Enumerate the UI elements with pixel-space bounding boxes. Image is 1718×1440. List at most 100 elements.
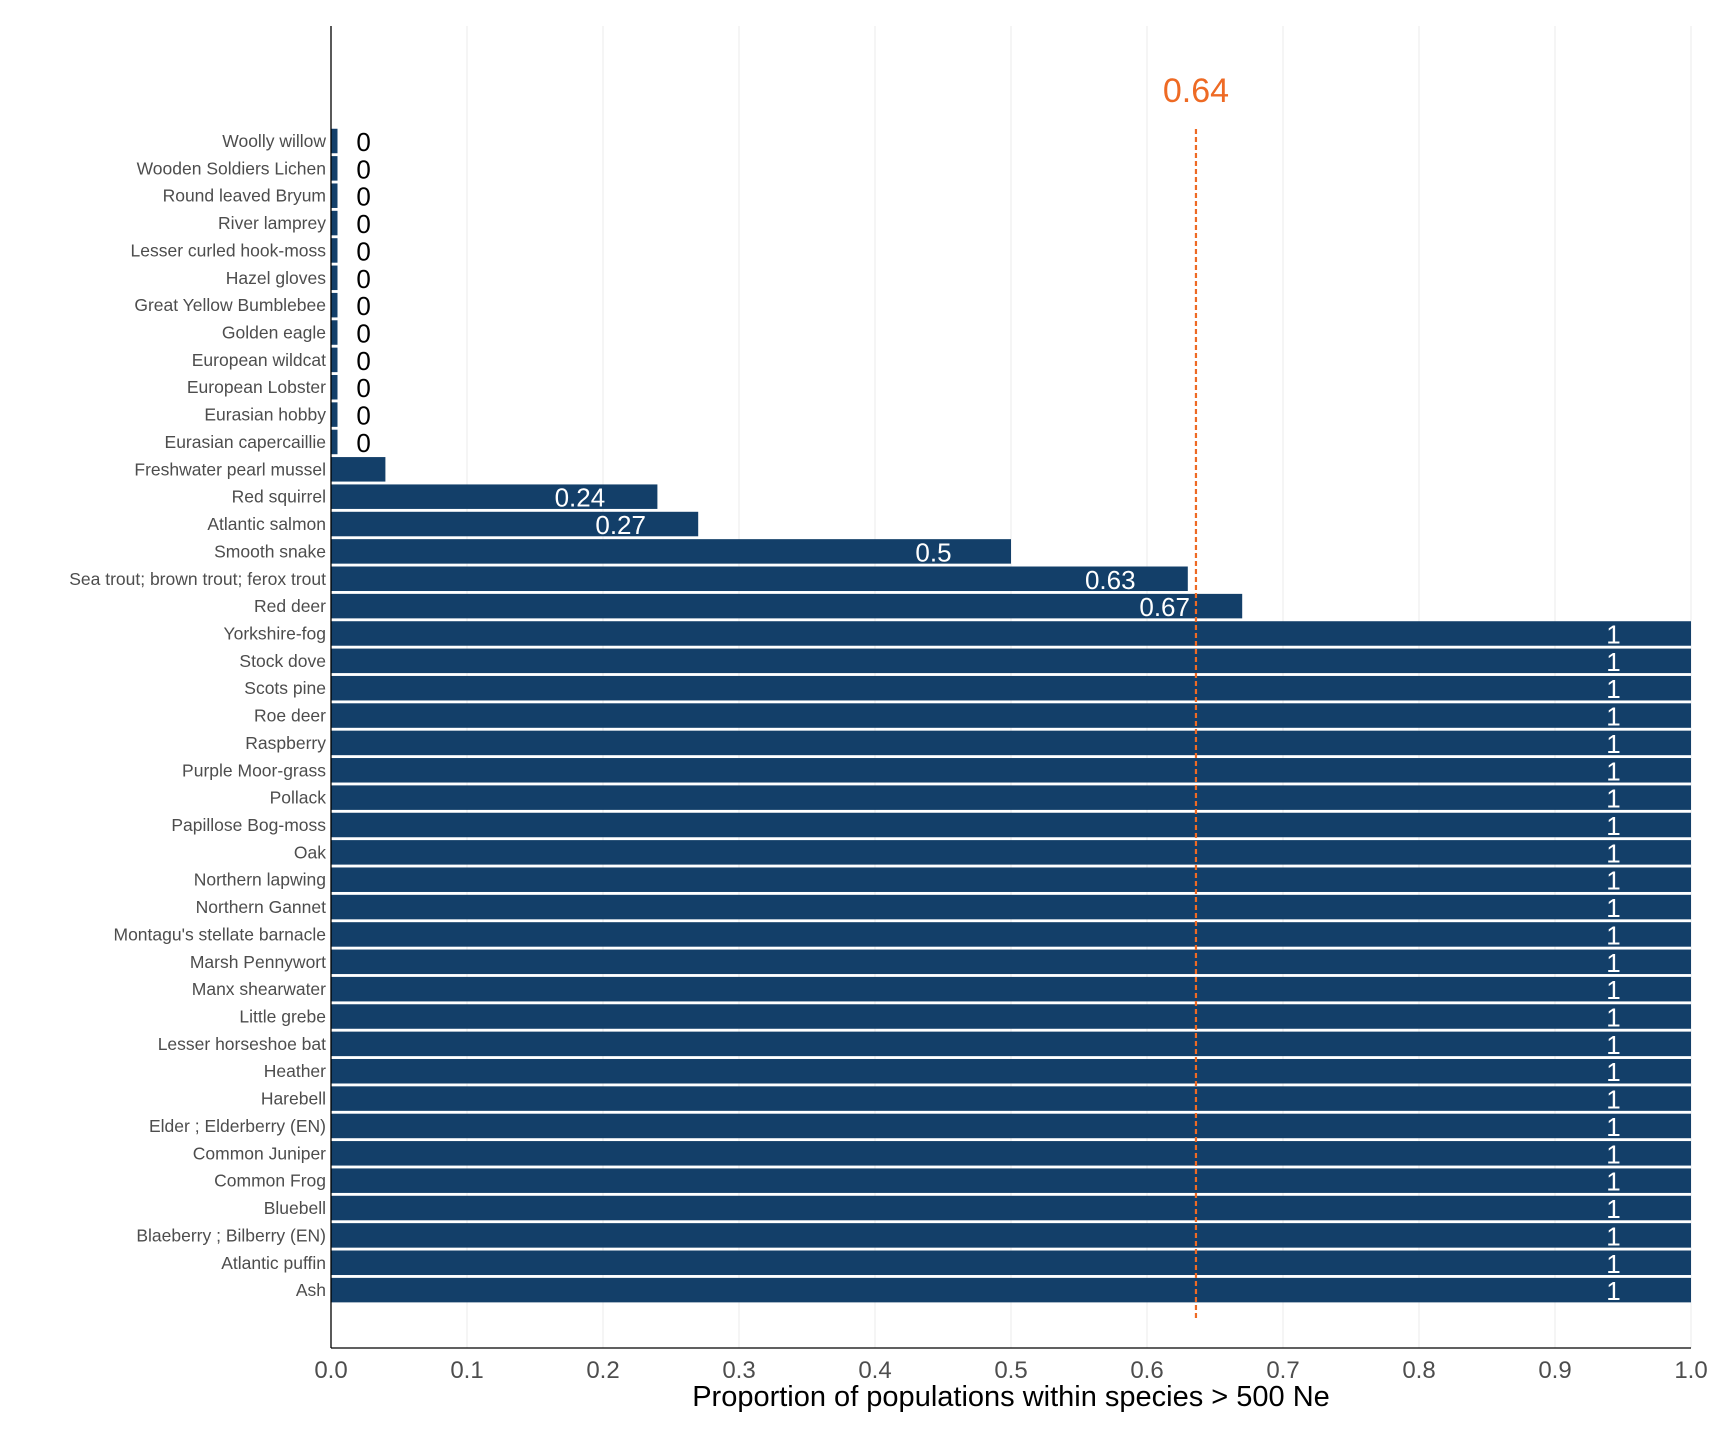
- value-label: 0: [356, 182, 370, 212]
- category-label: Marsh Pennywort: [190, 952, 326, 972]
- category-label: Red squirrel: [232, 487, 326, 507]
- category-label: Purple Moor-grass: [182, 760, 326, 780]
- category-label: Northern lapwing: [194, 870, 326, 890]
- category-label: Scots pine: [244, 678, 326, 698]
- x-tick-label: 0.8: [1402, 1357, 1435, 1384]
- bar: [331, 976, 1691, 1002]
- bar: [331, 265, 338, 291]
- category-label: Common Frog: [214, 1171, 326, 1191]
- bar: [331, 566, 1188, 592]
- category-label: Round leaved Bryum: [163, 186, 326, 206]
- value-label: 0.67: [1139, 592, 1190, 622]
- bar: [331, 1277, 1691, 1303]
- value-label: 1: [1606, 1139, 1620, 1169]
- value-label: 0: [356, 401, 370, 431]
- reference-line-group: 0.64: [1163, 72, 1229, 1318]
- category-label: Elder ; Elderberry (EN): [149, 1116, 326, 1136]
- category-label: River lamprey: [218, 213, 326, 233]
- category-label: Roe deer: [254, 706, 326, 726]
- category-label: Lesser horseshoe bat: [158, 1034, 326, 1054]
- bar: [331, 457, 386, 482]
- category-label: Smooth snake: [214, 541, 326, 561]
- category-label: Lesser curled hook-moss: [131, 240, 327, 260]
- x-tick-label: 0.0: [314, 1357, 347, 1384]
- category-label: Blaeberry ; Bilberry (EN): [136, 1225, 326, 1245]
- value-label: 1: [1606, 784, 1620, 814]
- category-label: Eurasian hobby: [204, 405, 326, 425]
- bar: [331, 484, 658, 509]
- bar: [331, 785, 1691, 810]
- x-tick-label: 0.3: [722, 1357, 755, 1384]
- bar: [331, 1031, 1691, 1057]
- bar: [331, 210, 338, 236]
- bar: [331, 1195, 1691, 1221]
- value-label: 0: [356, 264, 370, 294]
- x-tick-label: 0.6: [1130, 1357, 1163, 1384]
- category-label: Woolly willow: [222, 131, 326, 151]
- bar: [331, 238, 338, 263]
- bar: [331, 320, 338, 345]
- value-label: 1: [1606, 975, 1620, 1005]
- value-label: 1: [1606, 729, 1620, 759]
- bar: [331, 812, 1691, 838]
- category-label: Manx shearwater: [192, 979, 326, 999]
- bar: [331, 1168, 1691, 1193]
- value-label: 1: [1606, 1112, 1620, 1142]
- x-tick-label: 0.1: [450, 1357, 483, 1384]
- category-label: Golden eagle: [222, 323, 326, 343]
- category-label: Pollack: [270, 788, 327, 808]
- value-label: 0: [356, 209, 370, 239]
- category-label: Atlantic salmon: [207, 514, 326, 534]
- value-label: 1: [1606, 893, 1620, 923]
- value-label: 1: [1606, 1030, 1620, 1060]
- value-label: 0: [356, 236, 370, 266]
- value-label: 1: [1606, 866, 1620, 896]
- value-label: 1: [1606, 1085, 1620, 1115]
- value-label: 1: [1606, 920, 1620, 950]
- value-label: 1: [1606, 647, 1620, 677]
- value-label: 0.5: [915, 537, 951, 567]
- bar: [331, 374, 338, 400]
- category-label: Harebell: [261, 1089, 326, 1109]
- value-label: 1: [1606, 1221, 1620, 1251]
- bar: [331, 703, 1691, 728]
- category-label: European Lobster: [187, 377, 326, 397]
- value-label: 0.27: [595, 510, 646, 540]
- category-label: Montagu's stellate barnacle: [114, 924, 327, 944]
- bar: [331, 1141, 1691, 1166]
- category-label: Ash: [296, 1280, 326, 1300]
- category-label: Yorkshire-fog: [224, 623, 326, 643]
- category-label: Eurasian capercaillie: [165, 432, 326, 452]
- category-label: Freshwater pearl mussel: [134, 459, 326, 479]
- x-tick-label: 0.2: [586, 1357, 619, 1384]
- category-label: Little grebe: [239, 1007, 326, 1027]
- value-label: 1: [1606, 811, 1620, 841]
- bar: [331, 539, 1011, 564]
- category-label: Red deer: [254, 596, 326, 616]
- value-label: 0.24: [555, 483, 606, 513]
- category-label: Papillose Bog-moss: [171, 815, 326, 835]
- bars: [331, 128, 1691, 1303]
- category-label: Great Yellow Bumblebee: [134, 295, 326, 315]
- x-tick-label: 0.5: [994, 1357, 1027, 1384]
- category-label: Raspberry: [245, 733, 326, 753]
- bar: [331, 867, 1691, 892]
- value-label: 1: [1606, 702, 1620, 732]
- x-tick-label: 1.0: [1674, 1357, 1707, 1384]
- bar: [331, 949, 1691, 975]
- value-label: 0: [356, 319, 370, 349]
- bar: [331, 730, 1691, 756]
- category-label: Heather: [264, 1061, 326, 1081]
- bar: [331, 1223, 1691, 1248]
- bar: [331, 1086, 1691, 1111]
- bar: [331, 922, 1691, 947]
- category-labels: Woolly willow Wooden Soldiers Lichen Round…: [69, 131, 326, 1300]
- bar: [331, 1250, 1691, 1276]
- value-label: 1: [1606, 1167, 1620, 1197]
- bar: [331, 183, 338, 208]
- value-label: 1: [1606, 1057, 1620, 1087]
- value-label: 1: [1606, 756, 1620, 786]
- category-label: Sea trout; brown trout; ferox trout: [69, 569, 326, 589]
- bar: [331, 1058, 1691, 1084]
